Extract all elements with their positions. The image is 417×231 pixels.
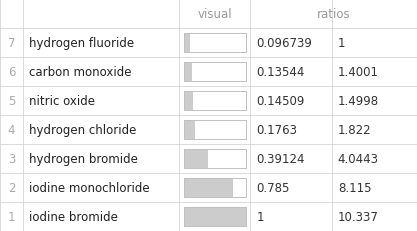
Text: 0.14509: 0.14509: [256, 94, 305, 108]
Bar: [183, 178, 246, 197]
Bar: [183, 207, 246, 226]
Text: hydrogen bromide: hydrogen bromide: [29, 152, 138, 165]
Bar: [183, 34, 190, 53]
Text: 10.337: 10.337: [338, 210, 379, 223]
Text: carbon monoxide: carbon monoxide: [29, 66, 132, 79]
Bar: [183, 121, 246, 139]
Bar: [183, 92, 246, 110]
Text: 1.4001: 1.4001: [338, 66, 379, 79]
Bar: [183, 178, 233, 197]
Text: 1.822: 1.822: [338, 123, 372, 137]
Text: 4.0443: 4.0443: [338, 152, 379, 165]
Text: ratios: ratios: [317, 8, 350, 21]
Text: hydrogen fluoride: hydrogen fluoride: [29, 37, 134, 50]
Text: 2: 2: [8, 181, 15, 194]
Text: visual: visual: [197, 8, 232, 21]
Text: 0.096739: 0.096739: [256, 37, 312, 50]
Text: 4: 4: [8, 123, 15, 137]
Bar: [183, 150, 208, 168]
Text: 1: 1: [256, 210, 264, 223]
Text: 8.115: 8.115: [338, 181, 371, 194]
Bar: [183, 63, 192, 82]
Bar: [183, 178, 246, 197]
Bar: [183, 34, 246, 53]
Text: 1.4998: 1.4998: [338, 94, 379, 108]
Bar: [183, 121, 246, 139]
Text: 1: 1: [8, 210, 15, 223]
Text: 0.785: 0.785: [256, 181, 290, 194]
Text: 1: 1: [338, 37, 345, 50]
Bar: [183, 63, 246, 82]
Text: 0.1763: 0.1763: [256, 123, 297, 137]
Bar: [183, 92, 193, 110]
Bar: [183, 207, 246, 226]
Bar: [183, 121, 195, 139]
Text: iodine bromide: iodine bromide: [29, 210, 118, 223]
Text: hydrogen chloride: hydrogen chloride: [29, 123, 136, 137]
Bar: [183, 63, 246, 82]
Bar: [183, 150, 246, 168]
Bar: [183, 207, 246, 226]
Text: 6: 6: [8, 66, 15, 79]
Text: 0.13544: 0.13544: [256, 66, 305, 79]
Bar: [183, 150, 246, 168]
Text: 7: 7: [8, 37, 15, 50]
Text: iodine monochloride: iodine monochloride: [29, 181, 150, 194]
Bar: [183, 34, 246, 53]
Text: 5: 5: [8, 94, 15, 108]
Text: 3: 3: [8, 152, 15, 165]
Text: 0.39124: 0.39124: [256, 152, 305, 165]
Bar: [183, 92, 246, 110]
Text: nitric oxide: nitric oxide: [29, 94, 95, 108]
